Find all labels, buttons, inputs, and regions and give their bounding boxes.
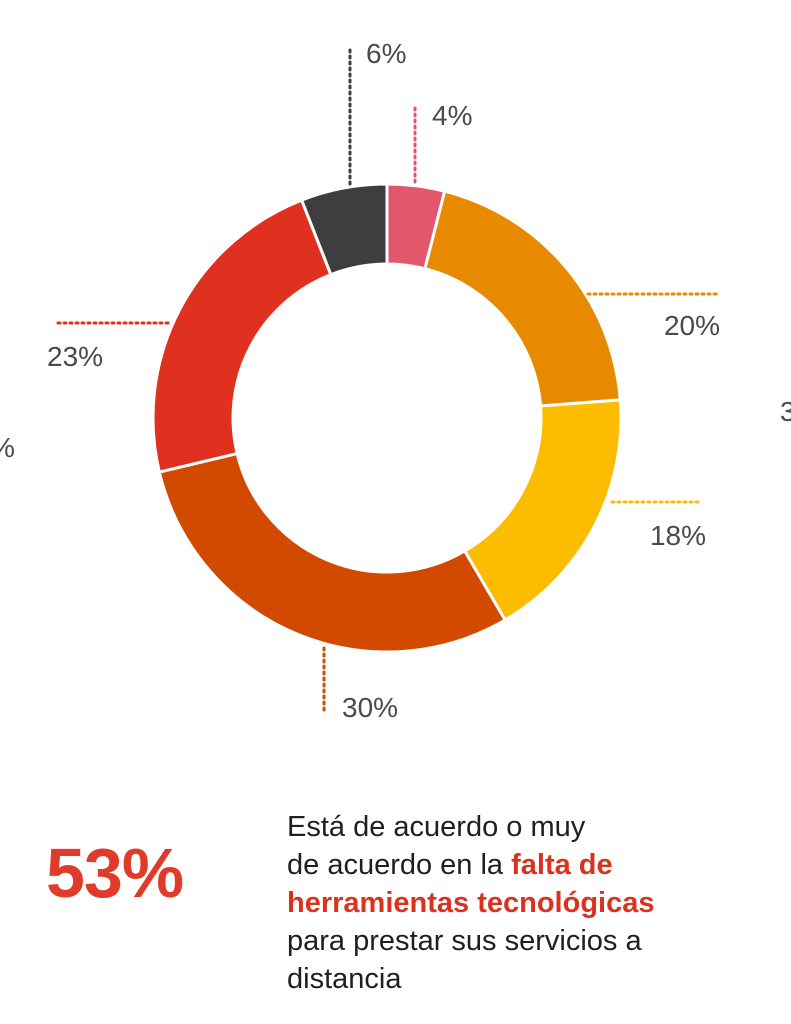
donut-slice (423, 189, 622, 408)
cropped-edge-glyph-right: 3 (780, 396, 791, 427)
caption-highlight-2: herramientas tecnológicas (287, 887, 655, 919)
caption-highlight-1: falta de (511, 849, 613, 881)
slice-value-label: 30% (342, 692, 398, 723)
caption-line-4: para prestar sus servicios a (287, 925, 642, 957)
caption-line-5: distancia (287, 963, 402, 995)
caption-line-1: Está de acuerdo o muy (287, 811, 586, 843)
summary-caption: Está de acuerdo o muy de acuerdo en la f… (287, 808, 777, 998)
slice-value-label: 20% (664, 310, 720, 341)
donut-slice (463, 398, 623, 622)
donut-slice (151, 198, 333, 474)
slice-labels: 4% 20% 18% 30% 23% 6% (47, 38, 720, 723)
slice-value-label: 4% (432, 100, 472, 131)
summary-stat: 53% (46, 834, 184, 912)
slice-value-label: 23% (47, 341, 103, 372)
slice-value-label: 6% (366, 38, 406, 69)
caption-line-2-text: de acuerdo en la (287, 849, 512, 881)
donut-slices (151, 182, 623, 654)
donut-slice (300, 182, 389, 277)
slice-value-label: 18% (650, 520, 706, 551)
leader-lines (56, 46, 718, 716)
cropped-edge-glyph-left: % (0, 432, 15, 464)
donut-chart: 4% 20% 18% 30% 23% 6% (47, 38, 720, 723)
donut-slice (157, 452, 507, 654)
caption-line-2: de acuerdo en la falta de (287, 846, 777, 884)
